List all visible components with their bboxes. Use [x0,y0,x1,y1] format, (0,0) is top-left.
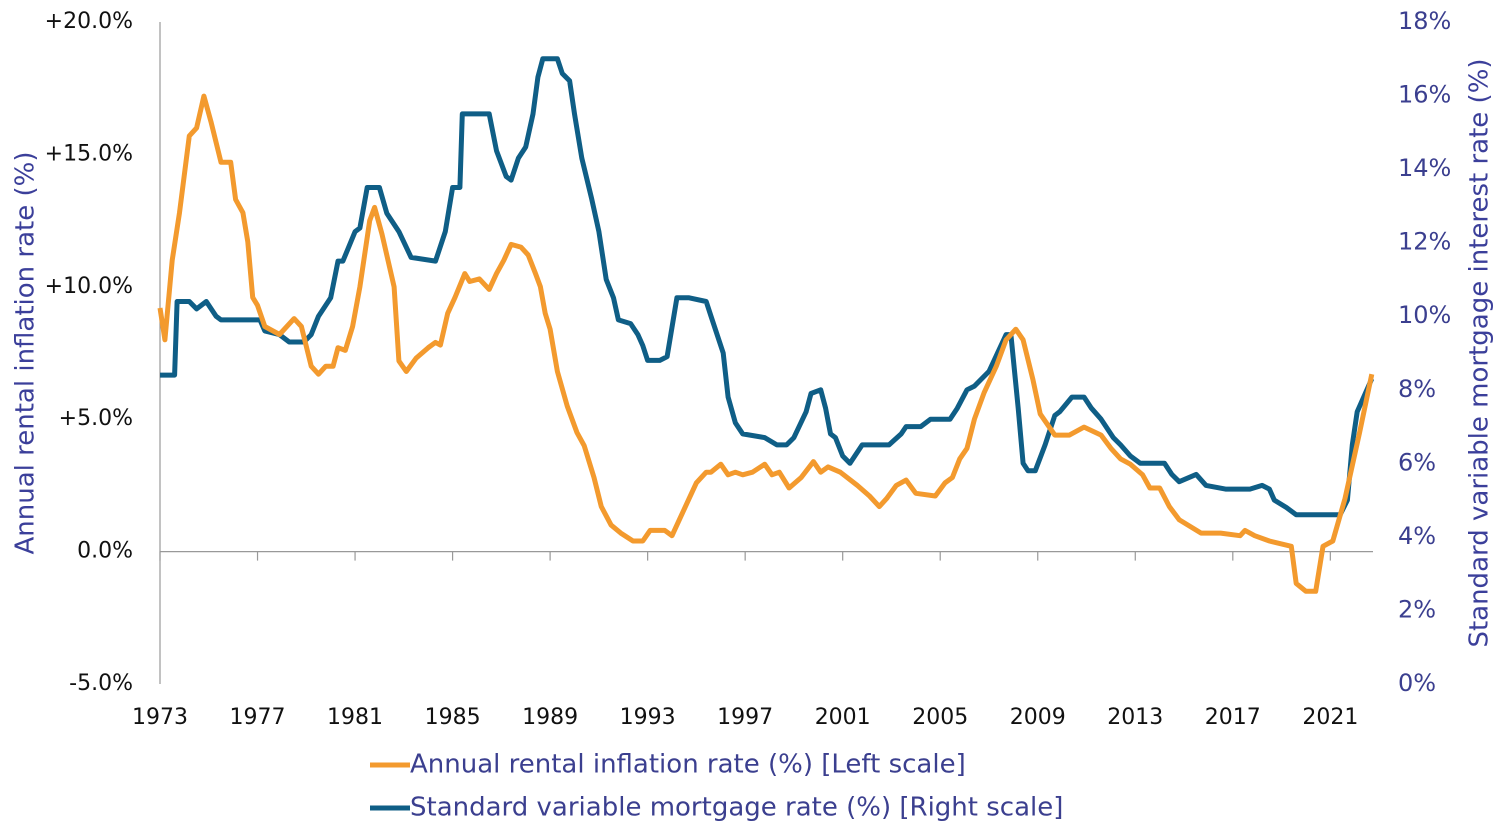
x-tick-label: 1973 [132,705,188,730]
x-tick-label: 2001 [815,705,871,730]
x-tick-label: 1985 [425,705,481,730]
y2-tick-label: 16% [1398,81,1451,109]
series-line [160,56,1375,518]
y-tick-label: 0.0% [77,539,133,564]
y2-tick-label: 2% [1398,595,1436,623]
x-tick-label: 1989 [522,705,578,730]
x-tick-label: 2013 [1107,705,1163,730]
x-tick-label: 2009 [1010,705,1066,730]
x-tick-label: 1977 [230,705,286,730]
y2-tick-label: 18% [1398,7,1451,35]
y-tick-label: +10.0% [45,274,133,299]
x-tick-label: 2005 [912,705,968,730]
y-tick-label: +20.0% [45,9,133,34]
series-line [157,93,1375,594]
y-tick-label: +15.0% [45,141,133,166]
y-tick-label: +5.0% [59,406,133,431]
x-tick-label: 2017 [1205,705,1261,730]
y2-tick-label: 10% [1398,301,1451,329]
y2-tick-label: 12% [1398,228,1451,256]
y2-axis-label: Standard variable mortgage interest rate… [1465,58,1495,647]
y2-tick-label: 4% [1398,522,1436,550]
x-tick-label: 1981 [327,705,383,730]
y2-tick-label: 6% [1398,448,1436,476]
x-tick-label: 1993 [620,705,676,730]
y2-tick-label: 14% [1398,154,1451,182]
x-tick-label: 2021 [1302,705,1358,730]
y2-tick-label: 0% [1398,669,1436,697]
y-axis-label: Annual rental inflation rate (%) [11,152,41,555]
legend-label: Annual rental inflation rate (%) [Left s… [410,750,966,780]
legend-label: Standard variable mortgage rate (%) [Rig… [410,793,1063,823]
y-tick-label: -5.0% [69,671,133,696]
x-tick-label: 1997 [717,705,773,730]
y2-tick-label: 8% [1398,375,1436,403]
